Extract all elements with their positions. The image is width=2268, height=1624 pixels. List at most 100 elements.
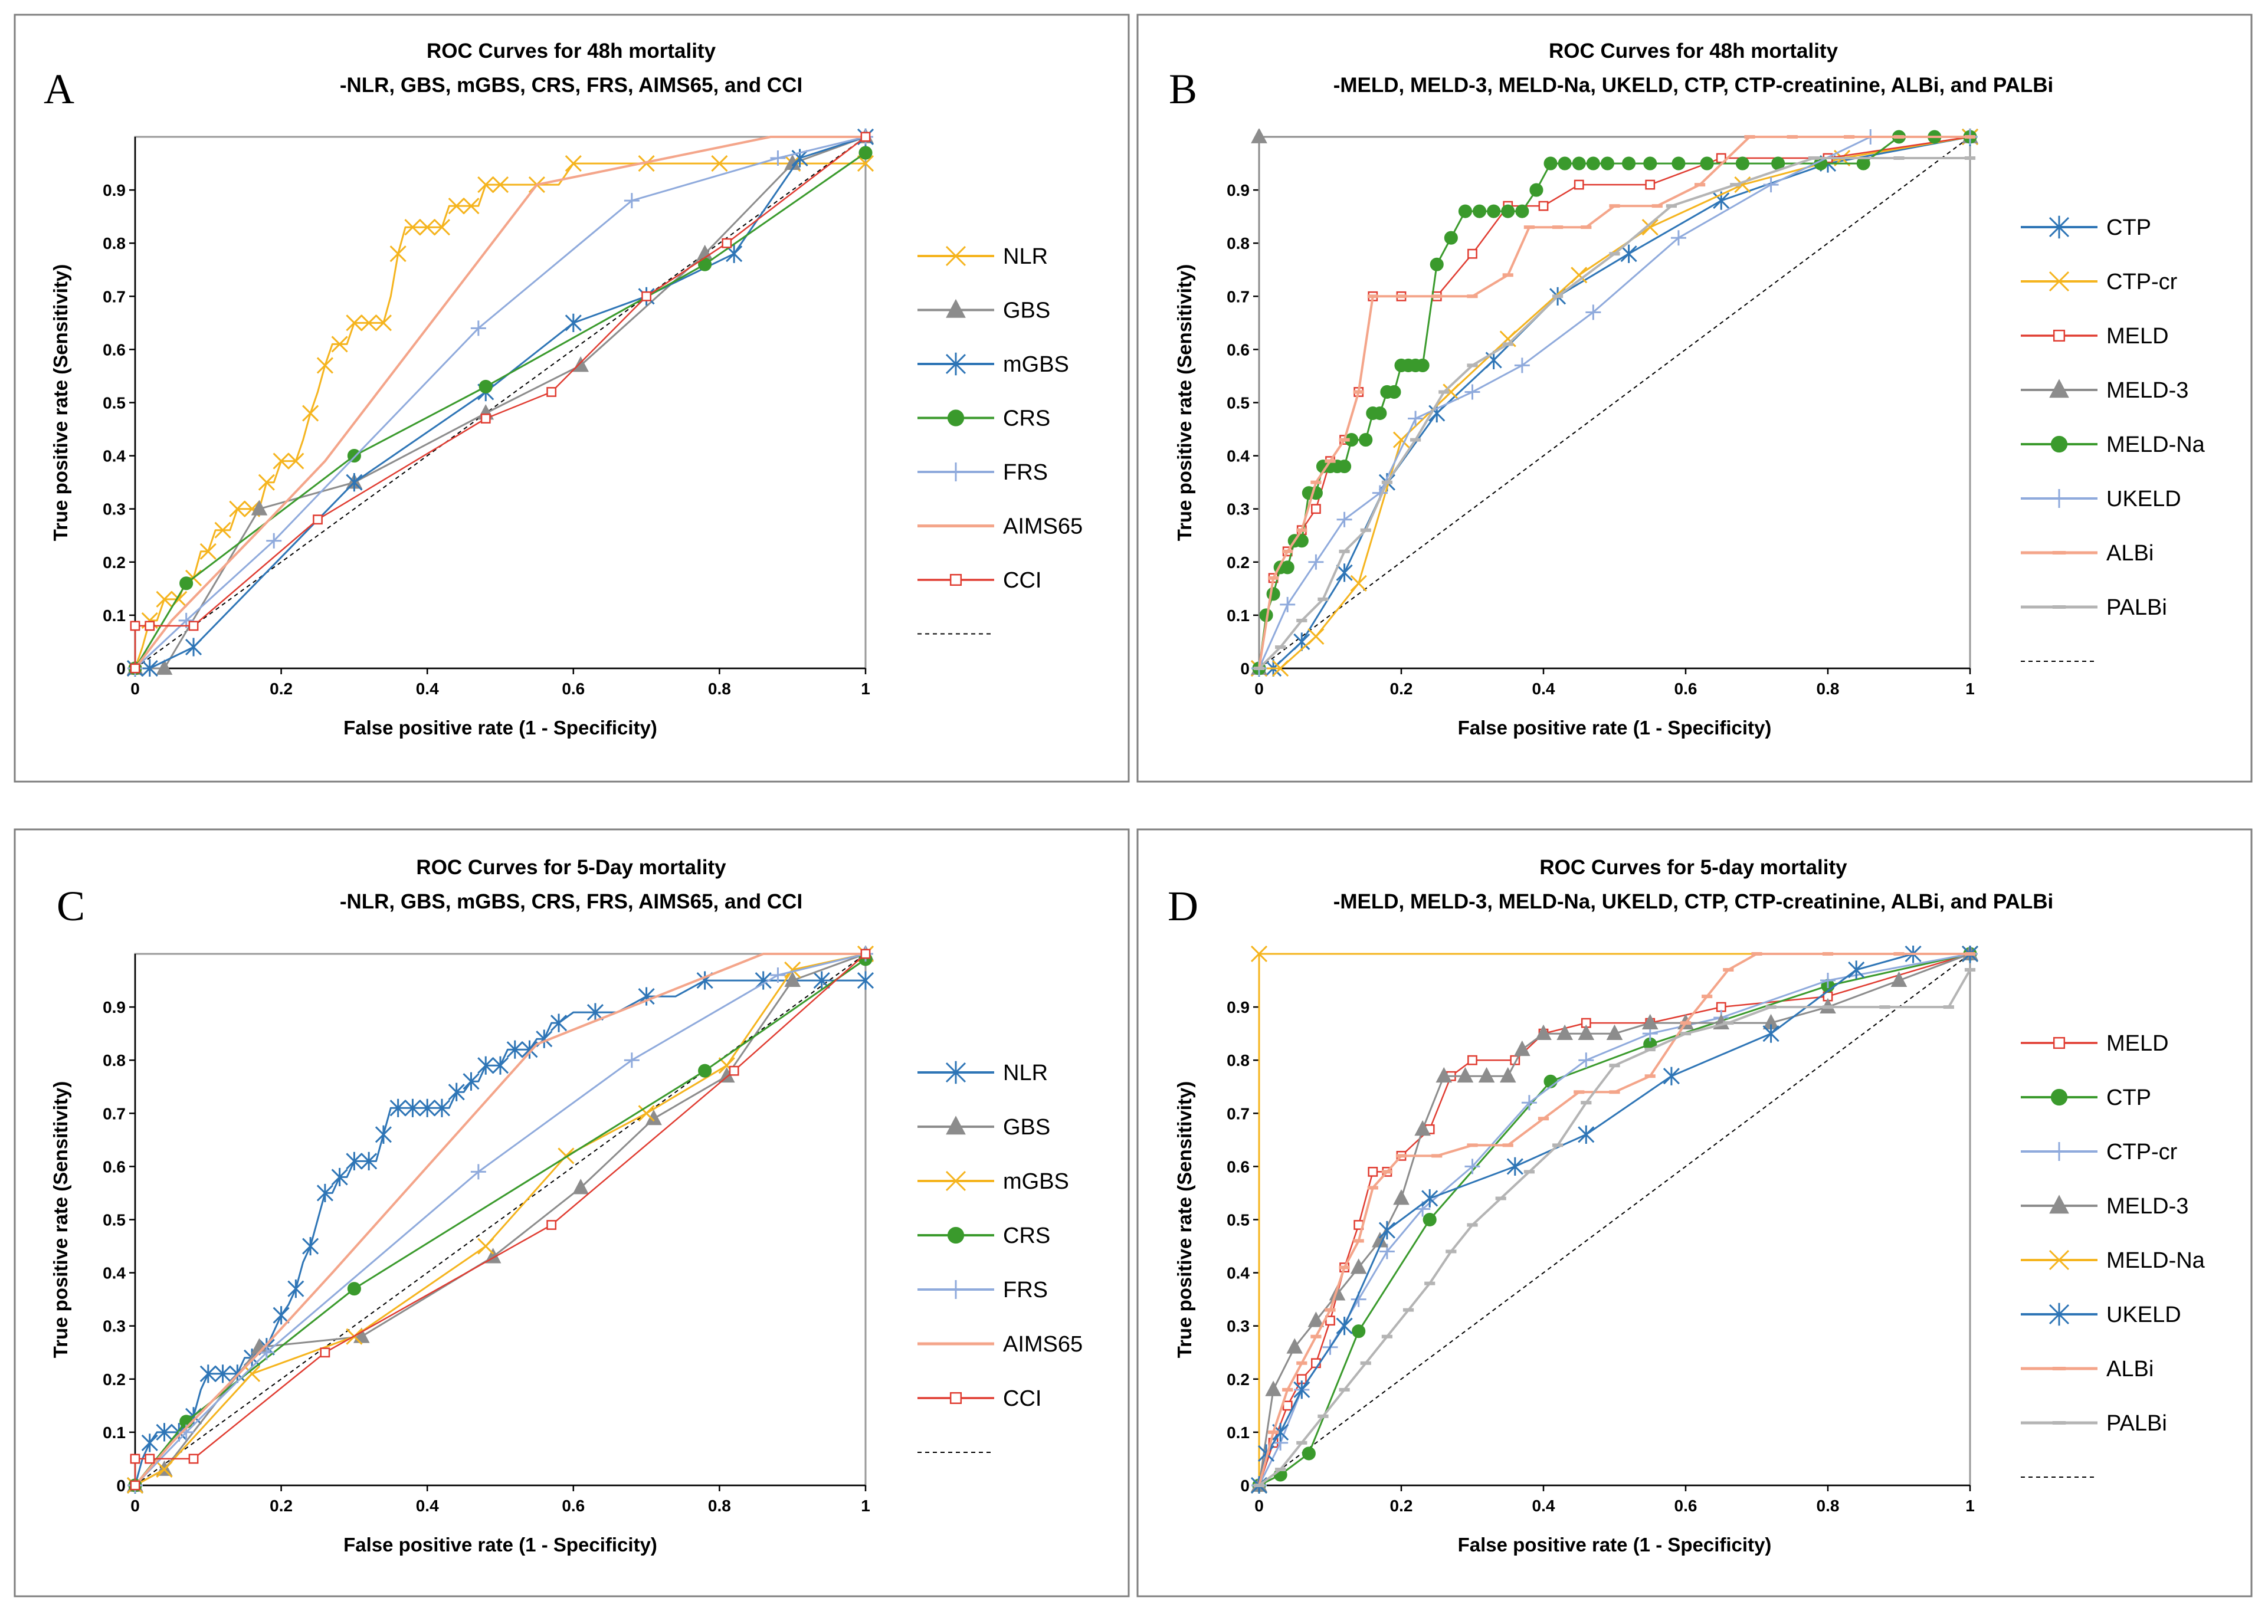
series-meld-na-point <box>1444 231 1458 245</box>
series-meld-3-point <box>1606 1024 1623 1041</box>
series-ukeld-point <box>1762 1024 1779 1043</box>
series-ukeld <box>1251 129 1978 676</box>
series-nlr-point <box>302 405 319 422</box>
legend-marker <box>2050 435 2068 453</box>
legend-label: UKELD <box>2106 487 2181 511</box>
series-cci-point <box>188 1454 199 1464</box>
series-nlr-point <box>287 452 304 470</box>
y-tick-label: 0.8 <box>103 234 126 252</box>
series-frs-point <box>266 533 282 549</box>
x-axis-label: False positive rate (1 - Specificity) <box>1458 1534 1772 1556</box>
legend-label: PALBi <box>2106 1411 2167 1436</box>
series-nlr-point <box>273 452 290 470</box>
x-tick-label: 0.8 <box>1817 680 1840 698</box>
series-meld-na-point <box>1280 560 1294 575</box>
y-tick-label: 0.5 <box>1227 1211 1250 1229</box>
x-tick-label: 0.6 <box>562 1497 585 1515</box>
series-frs-point <box>470 320 486 336</box>
x-tick-label: 0.4 <box>416 680 439 698</box>
series-nlr-point <box>199 1364 217 1383</box>
series-mgbs-point <box>784 961 801 979</box>
series-meld-3-point <box>1890 971 1908 987</box>
series-nlr-point <box>360 1151 378 1170</box>
series-palbi <box>1253 968 1976 1487</box>
legend-item-meld: MELD <box>2021 324 2169 349</box>
series-palbi <box>1253 156 1976 670</box>
legend-marker <box>949 573 962 586</box>
legend-label: GBS <box>1003 298 1050 323</box>
series-mgbs-line <box>135 953 866 1487</box>
legend-label: CTP <box>2106 1085 2151 1110</box>
series-nlr <box>127 971 874 1494</box>
legend-label: AIMS65 <box>1003 514 1083 539</box>
x-tick-label: 1 <box>1965 1497 1975 1515</box>
series-nlr-point <box>360 314 378 332</box>
series-ctp-point <box>1352 1324 1366 1338</box>
series-nlr-point <box>477 1056 494 1075</box>
y-tick-label: 0.9 <box>103 181 126 199</box>
series-meld-point <box>1311 504 1321 514</box>
series-cci-point <box>145 1454 155 1464</box>
legend-item-nlr: NLR <box>917 244 1048 269</box>
x-tick-label: 0.6 <box>1674 1497 1697 1515</box>
legend-label: mGBS <box>1003 352 1069 377</box>
series-meld-point <box>1467 248 1477 259</box>
series-meld-na-point <box>1266 587 1280 601</box>
y-tick-label: 0.2 <box>1227 1370 1250 1389</box>
series-cci <box>130 949 871 1491</box>
series-gbs-point <box>784 971 801 987</box>
series-meld-point <box>1645 179 1656 190</box>
series-cci-point <box>546 387 557 397</box>
series-meld-na-point <box>1543 156 1558 170</box>
series-frs-point <box>770 967 786 983</box>
series-meld-3-point <box>1265 1380 1282 1396</box>
series-nlr-point <box>857 971 874 990</box>
legend-label: CCI <box>1003 1386 1041 1411</box>
series-nlr-point <box>506 1040 523 1059</box>
series-nlr-point <box>199 543 217 560</box>
y-tick-label: 0.7 <box>1227 1104 1250 1123</box>
chart-subtitle: -NLR, GBS, mGBS, CRS, FRS, AIMS65, and C… <box>340 890 802 913</box>
legend-item-albi: ALBi <box>2021 541 2154 566</box>
legend-item-meld-na: MELD-Na <box>2021 432 2205 457</box>
x-tick-label: 1 <box>1965 680 1975 698</box>
series-nlr-point <box>448 1082 465 1101</box>
series-mgbs-point <box>638 1105 655 1122</box>
x-tick-label: 0.2 <box>1390 680 1413 698</box>
series-frs-point <box>624 193 640 209</box>
series-reference-line <box>135 136 866 669</box>
series-ctp-point <box>1428 403 1446 423</box>
series-albi-line <box>1258 136 1970 669</box>
series-meld-point <box>1574 179 1584 190</box>
series-ctp-cr-point <box>1641 219 1659 236</box>
y-tick-label: 0.2 <box>1227 553 1250 572</box>
x-tick-label: 0 <box>130 1497 140 1515</box>
series-mgbs-point <box>565 313 582 332</box>
legend-item-albi: ALBi <box>2021 1357 2154 1382</box>
series-cci-point <box>320 1347 330 1358</box>
series-ctp-cr-point <box>1392 431 1410 448</box>
series-cci-point <box>546 1220 557 1230</box>
series-nlr-point <box>273 1306 290 1325</box>
series-meld-point <box>1716 153 1726 163</box>
series-ukeld-point <box>1514 357 1530 373</box>
series-nlr-point <box>404 219 421 236</box>
y-tick-label: 0.7 <box>1227 287 1250 306</box>
legend-item-cci: CCI <box>917 568 1041 593</box>
legend-marker <box>2049 1303 2070 1326</box>
series-nlr-point <box>375 314 392 332</box>
series-ctp-point <box>1336 563 1353 582</box>
series-meld-na-point <box>1515 204 1529 218</box>
y-tick-label: 0.5 <box>103 1211 126 1229</box>
series-meld-na-point <box>1415 358 1430 372</box>
series-ctp-point <box>1423 1212 1437 1227</box>
series-nlr-point <box>857 155 874 172</box>
series-meld-point <box>1282 1400 1293 1411</box>
series-cci-point <box>313 514 323 525</box>
y-tick-label: 0.9 <box>103 998 126 1016</box>
series-cci <box>130 132 871 674</box>
series-crs-point <box>478 379 493 394</box>
series-meld-3-point <box>1535 1024 1552 1041</box>
series-mgbs-point <box>156 1461 173 1478</box>
